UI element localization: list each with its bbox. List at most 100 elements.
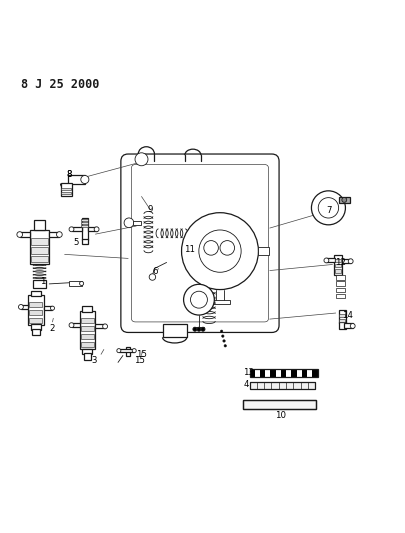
Text: 2: 2 xyxy=(49,324,54,333)
Bar xyxy=(82,349,92,354)
Bar xyxy=(335,287,344,292)
Circle shape xyxy=(117,349,121,353)
Text: 15: 15 xyxy=(136,350,147,359)
Bar xyxy=(338,310,345,323)
Circle shape xyxy=(200,327,205,331)
Bar xyxy=(209,301,230,304)
Bar xyxy=(338,322,345,329)
Bar xyxy=(71,323,79,327)
Bar xyxy=(271,382,278,389)
Bar xyxy=(69,281,82,286)
Bar xyxy=(162,325,186,337)
Circle shape xyxy=(220,330,222,333)
Circle shape xyxy=(132,349,136,353)
Bar xyxy=(28,295,43,325)
Circle shape xyxy=(224,345,226,347)
Text: 10: 10 xyxy=(275,411,286,420)
Bar xyxy=(335,259,340,262)
Bar xyxy=(71,227,81,231)
Circle shape xyxy=(318,198,338,218)
Bar xyxy=(29,310,42,315)
Bar xyxy=(335,269,340,272)
Circle shape xyxy=(69,227,74,232)
Text: 11: 11 xyxy=(183,245,194,254)
Bar xyxy=(29,302,42,307)
Bar xyxy=(30,291,41,296)
Bar xyxy=(21,305,28,309)
Bar xyxy=(43,306,52,310)
Bar xyxy=(31,238,48,245)
Bar xyxy=(249,382,314,389)
Bar xyxy=(311,369,317,376)
Bar xyxy=(81,318,94,323)
Bar xyxy=(68,175,85,183)
Circle shape xyxy=(102,324,107,329)
Bar xyxy=(300,382,307,389)
Bar xyxy=(61,188,71,190)
Circle shape xyxy=(198,230,241,272)
Bar xyxy=(270,369,275,376)
Text: 12: 12 xyxy=(334,258,345,267)
Bar xyxy=(335,281,344,286)
Circle shape xyxy=(196,327,200,331)
Bar xyxy=(307,382,314,389)
Bar xyxy=(60,183,72,196)
Circle shape xyxy=(94,227,99,232)
Text: 15: 15 xyxy=(133,356,144,365)
Bar xyxy=(280,369,286,376)
Bar xyxy=(31,247,48,254)
Bar xyxy=(341,259,350,263)
Bar xyxy=(335,276,344,280)
Bar xyxy=(278,382,285,389)
Bar xyxy=(242,400,315,409)
Bar xyxy=(34,220,45,230)
Text: 8 J 25 2000: 8 J 25 2000 xyxy=(21,78,99,91)
Bar xyxy=(81,239,87,244)
Bar xyxy=(33,280,46,288)
Text: 5: 5 xyxy=(73,238,79,247)
Bar xyxy=(81,218,87,240)
Bar xyxy=(335,294,344,298)
Bar xyxy=(291,369,296,376)
Bar xyxy=(292,382,300,389)
Circle shape xyxy=(124,218,134,228)
Bar xyxy=(81,222,88,224)
Bar xyxy=(30,324,41,330)
Bar xyxy=(30,230,49,264)
Circle shape xyxy=(69,323,74,328)
Text: 9: 9 xyxy=(147,205,153,214)
Circle shape xyxy=(56,232,62,237)
Circle shape xyxy=(135,153,147,166)
Bar xyxy=(339,314,344,317)
Circle shape xyxy=(347,259,352,264)
Circle shape xyxy=(149,274,155,280)
Text: 4: 4 xyxy=(243,380,249,389)
Bar xyxy=(338,197,349,203)
Bar xyxy=(249,382,256,389)
Bar xyxy=(256,382,263,389)
Bar xyxy=(61,192,71,195)
Text: 14: 14 xyxy=(341,311,352,320)
Bar xyxy=(339,319,344,321)
Text: 8: 8 xyxy=(66,169,71,179)
Circle shape xyxy=(19,304,23,309)
Bar xyxy=(87,227,96,231)
Circle shape xyxy=(311,191,345,225)
Circle shape xyxy=(190,291,207,308)
Bar xyxy=(20,232,30,237)
Bar xyxy=(259,369,265,376)
Text: 3: 3 xyxy=(92,356,97,365)
Text: 6: 6 xyxy=(152,267,158,276)
Bar xyxy=(81,326,94,331)
Circle shape xyxy=(79,281,83,286)
Bar xyxy=(81,334,94,340)
Bar xyxy=(335,264,340,268)
Bar xyxy=(263,382,271,389)
Bar xyxy=(31,256,48,262)
Bar xyxy=(49,232,59,237)
Bar xyxy=(242,400,315,409)
Bar xyxy=(126,346,130,356)
Bar xyxy=(83,353,91,360)
Bar xyxy=(79,311,95,350)
Circle shape xyxy=(181,213,258,289)
